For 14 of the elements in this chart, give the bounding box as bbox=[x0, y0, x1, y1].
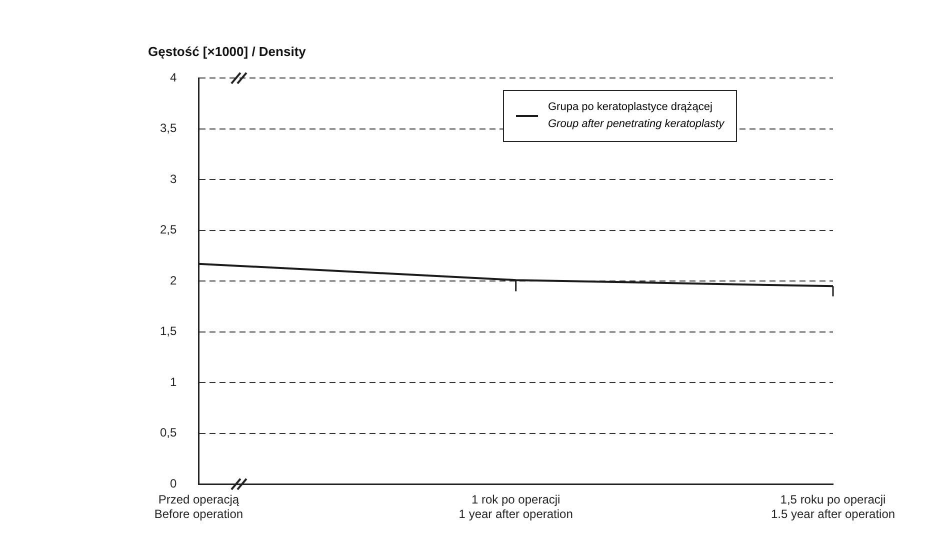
y-tick-label: 2 bbox=[170, 273, 177, 288]
y-axis-title: Gęstość [×1000] / Density bbox=[148, 44, 307, 59]
y-tick-label: 1,5 bbox=[160, 324, 177, 338]
x-tick-label: Przed operacją Before operation bbox=[154, 492, 244, 522]
y-tick-label: 1 bbox=[170, 374, 177, 389]
legend-label: Grupa po keratoplastyce drążącej Group after penetrating keratoplasty bbox=[548, 100, 724, 132]
x-tick-label: 1 rok po operacji 1 year after operation bbox=[458, 492, 573, 522]
y-tick-label: 3,5 bbox=[160, 121, 177, 136]
y-tick-label: 0,5 bbox=[160, 426, 177, 440]
y-tick-label: 4 bbox=[170, 70, 177, 84]
y-tick-label: 2,5 bbox=[160, 222, 177, 237]
x-tick-label: 1,5 roku po operacji 1.5 year after operation bbox=[770, 492, 896, 522]
y-tick-label: 0 bbox=[170, 476, 177, 491]
y-tick-label: 3 bbox=[170, 172, 177, 186]
